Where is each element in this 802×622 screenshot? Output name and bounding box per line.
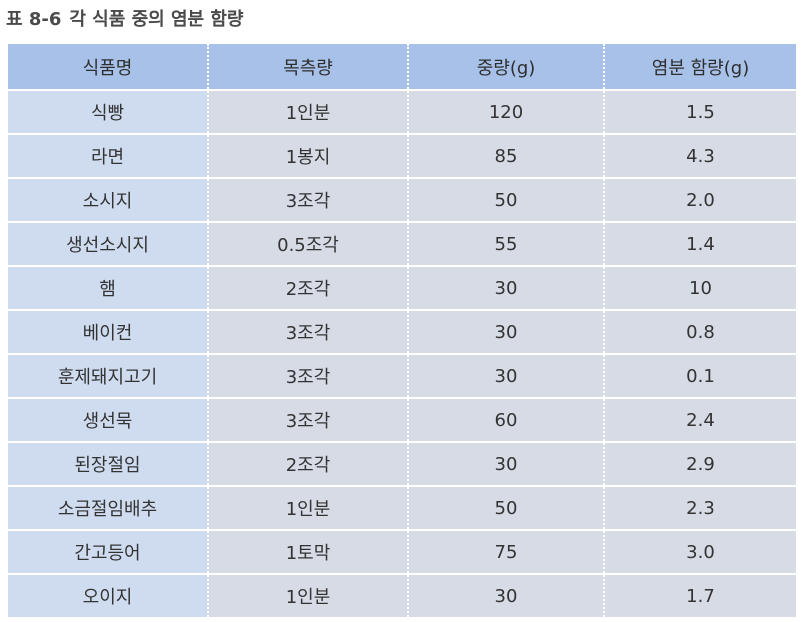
header-weight: 중량(g)	[407, 42, 604, 90]
table-row: 생선소시지 0.5조각 55 1.4	[8, 221, 796, 266]
cell-food-name: 베이컨	[8, 309, 208, 354]
cell-salt-content: 1.7	[603, 573, 796, 617]
cell-eye-measure: 0.5조각	[207, 221, 408, 266]
cell-weight: 120	[407, 89, 604, 134]
cell-food-name: 된장절임	[8, 441, 208, 486]
cell-food-name: 식빵	[8, 89, 208, 134]
salt-content-table: 식품명 목측량 중량(g) 염분 함량(g) 식빵 1인분 120 1.5 라면 1봉지 8…	[8, 42, 796, 617]
header-food-name: 식품명	[8, 42, 208, 90]
cell-eye-measure: 1인분	[207, 573, 408, 617]
cell-weight: 30	[407, 265, 604, 310]
table-row: 간고등어 1토막 75 3.0	[8, 529, 796, 574]
cell-food-name: 햄	[8, 265, 208, 310]
table-row: 훈제돼지고기 3조각 30 0.1	[8, 353, 796, 398]
cell-salt-content: 1.4	[603, 221, 796, 266]
cell-weight: 30	[407, 353, 604, 398]
cell-salt-content: 2.9	[603, 441, 796, 486]
cell-eye-measure: 3조각	[207, 353, 408, 398]
cell-eye-measure: 1토막	[207, 529, 408, 574]
cell-weight: 75	[407, 529, 604, 574]
table-title: 각 식품 중의 염분 함량	[69, 9, 244, 30]
table-row: 식빵 1인분 120 1.5	[8, 89, 796, 134]
cell-food-name: 오이지	[8, 573, 208, 617]
header-eye-measure: 목측량	[207, 42, 408, 90]
table-number: 표 8-6	[6, 9, 62, 30]
cell-eye-measure: 3조각	[207, 177, 408, 222]
cell-weight: 50	[407, 177, 604, 222]
cell-salt-content: 3.0	[603, 529, 796, 574]
cell-weight: 50	[407, 485, 604, 530]
cell-salt-content: 2.3	[603, 485, 796, 530]
cell-food-name: 라면	[8, 133, 208, 178]
table-row: 소금절임배추 1인분 50 2.3	[8, 485, 796, 530]
cell-salt-content: 0.1	[603, 353, 796, 398]
table-row: 소시지 3조각 50 2.0	[8, 177, 796, 222]
cell-food-name: 소금절임배추	[8, 485, 208, 530]
cell-salt-content: 0.8	[603, 309, 796, 354]
table-row: 오이지 1인분 30 1.7	[8, 573, 796, 617]
cell-eye-measure: 2조각	[207, 265, 408, 310]
table-row: 생선묵 3조각 60 2.4	[8, 397, 796, 442]
cell-weight: 30	[407, 309, 604, 354]
cell-salt-content: 4.3	[603, 133, 796, 178]
header-salt-content: 염분 함량(g)	[603, 42, 796, 90]
table-row: 햄 2조각 30 10	[8, 265, 796, 310]
cell-salt-content: 10	[603, 265, 796, 310]
table-caption: 표 8-6 각 식품 중의 염분 함량	[6, 4, 243, 32]
cell-food-name: 훈제돼지고기	[8, 353, 208, 398]
cell-eye-measure: 1인분	[207, 89, 408, 134]
cell-salt-content: 1.5	[603, 89, 796, 134]
table-row: 라면 1봉지 85 4.3	[8, 133, 796, 178]
cell-eye-measure: 3조각	[207, 397, 408, 442]
table-row: 베이컨 3조각 30 0.8	[8, 309, 796, 354]
table-body: 식빵 1인분 120 1.5 라면 1봉지 85 4.3 소시지 3조각 50 2.0 생선소시지 0.5…	[8, 89, 796, 617]
cell-eye-measure: 2조각	[207, 441, 408, 486]
cell-eye-measure: 1인분	[207, 485, 408, 530]
cell-food-name: 소시지	[8, 177, 208, 222]
table-row: 된장절임 2조각 30 2.9	[8, 441, 796, 486]
cell-weight: 30	[407, 441, 604, 486]
cell-food-name: 간고등어	[8, 529, 208, 574]
cell-salt-content: 2.0	[603, 177, 796, 222]
cell-weight: 60	[407, 397, 604, 442]
cell-eye-measure: 1봉지	[207, 133, 408, 178]
table-header: 식품명 목측량 중량(g) 염분 함량(g)	[8, 42, 796, 90]
cell-eye-measure: 3조각	[207, 309, 408, 354]
cell-weight: 85	[407, 133, 604, 178]
cell-weight: 55	[407, 221, 604, 266]
cell-food-name: 생선묵	[8, 397, 208, 442]
cell-food-name: 생선소시지	[8, 221, 208, 266]
cell-salt-content: 2.4	[603, 397, 796, 442]
cell-weight: 30	[407, 573, 604, 617]
